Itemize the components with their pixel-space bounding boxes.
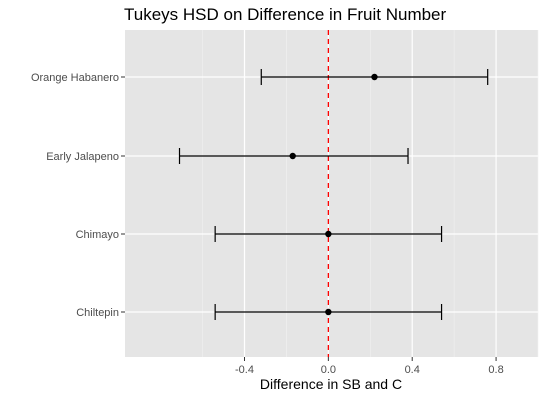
x-axis: -0.4 0.0 0.4 0.8 <box>235 357 504 376</box>
estimate-points <box>289 73 378 316</box>
estimate-point <box>325 230 332 238</box>
x-tick-label: 0.4 <box>405 364 420 376</box>
grid-minor <box>202 30 539 357</box>
estimate-point <box>289 152 296 160</box>
estimate-point <box>371 73 378 81</box>
x-axis-title: Difference in SB and C <box>260 376 402 392</box>
estimate-point <box>325 308 332 316</box>
y-tick-label: Orange Habanero <box>31 72 119 84</box>
x-tick-label: -0.4 <box>235 364 254 376</box>
x-tick-label: 0.8 <box>488 364 503 376</box>
y-axis: Orange Habanero Early Jalapeno Chimayo Chil… <box>31 72 125 319</box>
x-tick-label: 0.0 <box>321 364 336 376</box>
y-tick-label: Early Jalapeno <box>46 151 119 163</box>
plot-panel <box>125 30 538 357</box>
y-tick-label: Chimayo <box>76 229 119 241</box>
y-tick-label: Chiltepin <box>76 307 119 319</box>
chart-title: Tukeys HSD on Difference in Fruit Number <box>124 5 447 24</box>
